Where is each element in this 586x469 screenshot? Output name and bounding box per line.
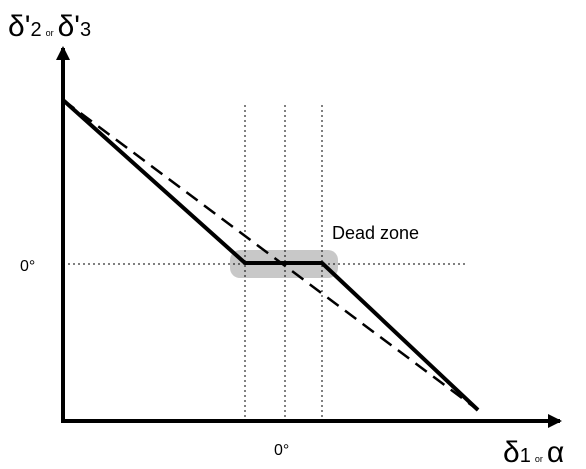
joiner: or: [535, 454, 543, 464]
symbol: δ': [58, 10, 80, 43]
y-axis-label: δ'2 or δ'3: [8, 10, 91, 43]
symbol: δ': [8, 10, 30, 43]
symbol: α: [547, 436, 564, 469]
x-zero-label: 0°: [274, 442, 289, 459]
solid-line: [61, 98, 480, 412]
index: 1: [520, 445, 531, 467]
index: 3: [80, 19, 91, 41]
y-zero-label: 0°: [20, 258, 35, 275]
annotation: Dead zone: [332, 223, 419, 243]
joiner: or: [46, 28, 54, 38]
symbol: δ: [503, 436, 520, 469]
x-axis-label: δ1 or α: [503, 436, 564, 469]
dashed-line: [62, 98, 479, 412]
index: 2: [30, 19, 41, 41]
